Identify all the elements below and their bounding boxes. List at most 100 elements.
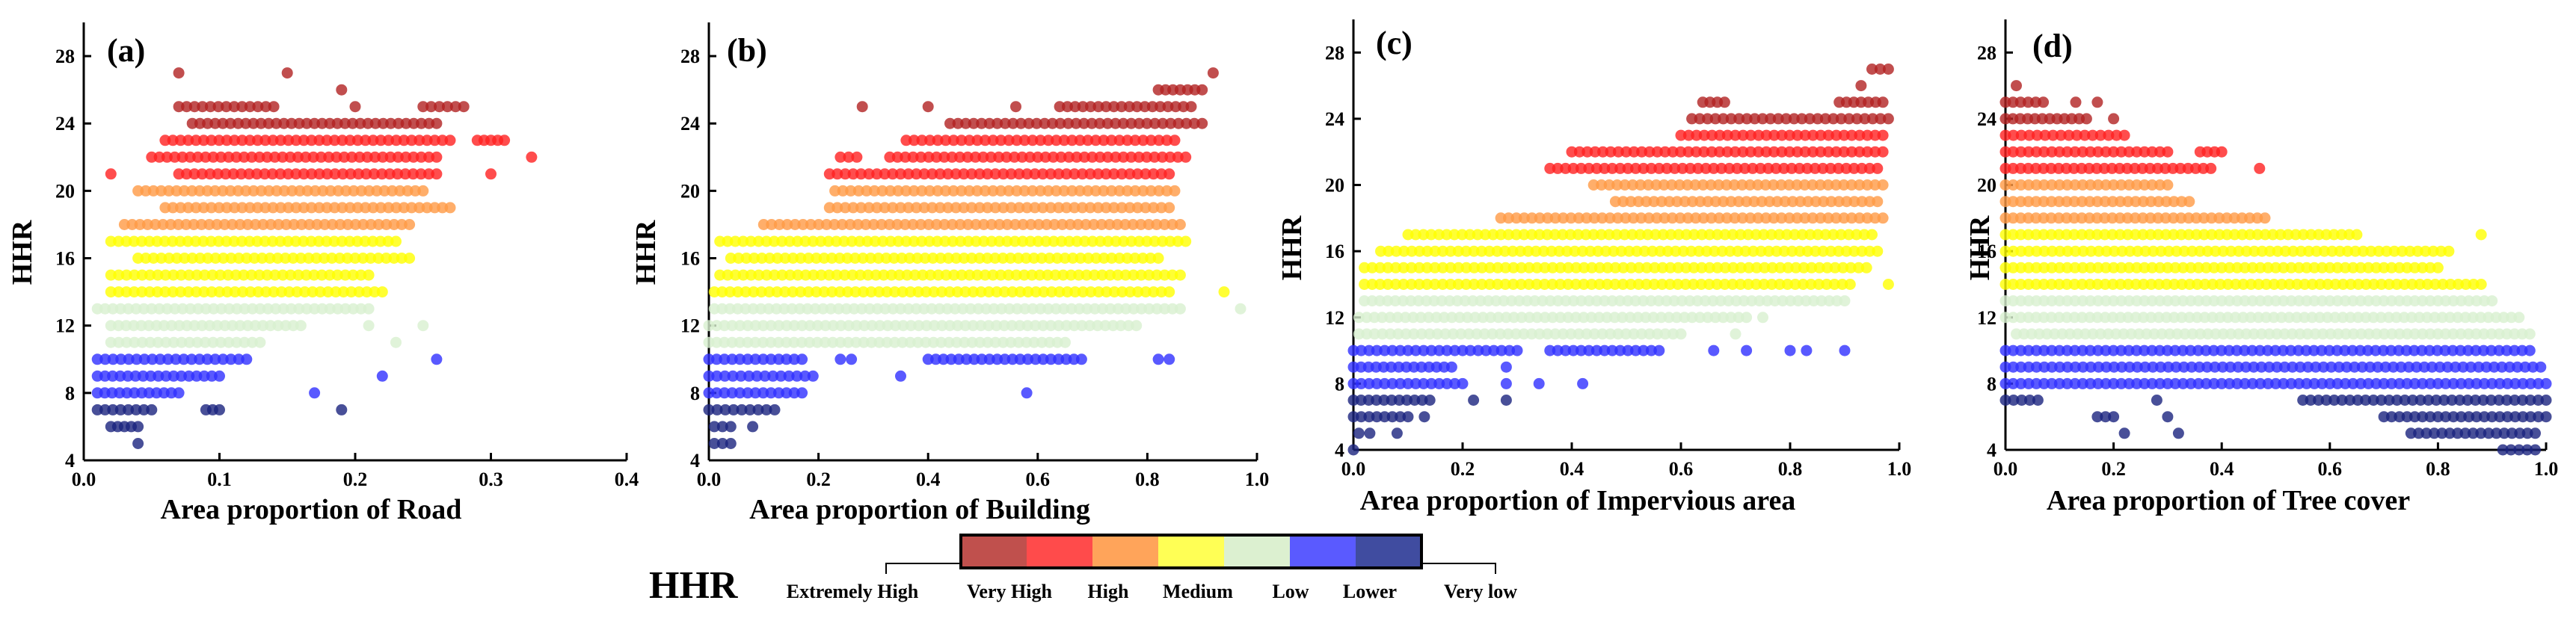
data-point: [1051, 135, 1063, 146]
data-point: [1418, 344, 1430, 356]
data-point: [1429, 245, 1441, 257]
data-point: [1581, 146, 1593, 158]
data-point: [319, 219, 331, 230]
data-point: [1516, 312, 1528, 324]
data-point: [2208, 377, 2220, 389]
data-point: [833, 303, 844, 315]
data-point: [1562, 312, 1574, 324]
data-point: [987, 269, 999, 281]
data-point: [254, 303, 266, 315]
data-point: [871, 168, 883, 180]
data-point: [2264, 245, 2276, 257]
data-point: [1682, 129, 1694, 141]
data-point: [1083, 253, 1094, 264]
data-point: [334, 219, 346, 230]
data-point: [347, 269, 359, 281]
data-point: [1415, 328, 1427, 340]
data-point: [2355, 262, 2367, 274]
data-point: [2115, 344, 2127, 356]
data-point: [1641, 279, 1653, 290]
data-point: [1034, 185, 1046, 197]
data-point: [2503, 361, 2515, 373]
data-point: [449, 101, 461, 113]
data-point: [2156, 328, 2168, 340]
data-point: [1620, 212, 1632, 224]
data-point: [1141, 117, 1153, 129]
data-point: [779, 253, 791, 264]
data-point: [2015, 245, 2027, 257]
data-point: [2201, 262, 2212, 274]
data-point: [1510, 212, 1522, 224]
data-point: [978, 235, 990, 247]
data-point: [2077, 279, 2088, 290]
data-point: [942, 168, 954, 180]
data-point: [2024, 395, 2035, 406]
data-point: [2246, 344, 2258, 356]
data-point: [376, 168, 388, 180]
data-point: [1756, 196, 1768, 208]
data-point: [2030, 279, 2042, 290]
data-point: [1400, 328, 1412, 340]
data-point: [947, 219, 959, 230]
data-point: [2379, 361, 2391, 373]
data-point: [2517, 395, 2528, 406]
data-point: [878, 269, 890, 281]
data-point: [123, 353, 135, 365]
data-point: [791, 370, 803, 382]
data-point: [1537, 295, 1549, 307]
data-point: [1748, 196, 1760, 208]
data-point: [2225, 361, 2237, 373]
data-point: [1836, 279, 1848, 290]
data-point: [2233, 245, 2245, 257]
data-point: [324, 269, 336, 281]
data-point: [1817, 245, 1829, 257]
data-point: [1124, 168, 1136, 180]
data-point: [1750, 279, 1762, 290]
data-point: [2054, 245, 2066, 257]
data-point: [458, 101, 470, 113]
data-point: [306, 168, 318, 180]
data-point: [749, 336, 761, 348]
data-point: [1082, 135, 1094, 146]
data-point: [1745, 146, 1756, 158]
data-point: [182, 135, 194, 146]
data-point: [1664, 262, 1676, 274]
data-point: [2177, 262, 2189, 274]
data-point: [874, 320, 886, 332]
data-point: [2438, 395, 2450, 406]
data-point: [716, 303, 728, 315]
data-point: [916, 135, 928, 146]
data-point: [1355, 377, 1367, 389]
data-point: [241, 253, 253, 264]
data-point: [2023, 361, 2035, 373]
data-point: [1743, 262, 1755, 274]
data-point: [2038, 361, 2050, 373]
data-point: [1691, 129, 1703, 141]
data-point: [2062, 179, 2074, 191]
data-point: [309, 303, 321, 315]
data-point: [1723, 295, 1735, 307]
data-point: [1590, 295, 1602, 307]
data-point: [261, 269, 273, 281]
data-point: [743, 370, 755, 382]
data-point: [2471, 295, 2483, 307]
data-point: [1735, 279, 1747, 290]
data-point: [311, 219, 323, 230]
data-point: [329, 168, 341, 180]
data-point: [1858, 229, 1870, 241]
data-point: [1874, 64, 1886, 75]
data-point: [1674, 212, 1686, 224]
data-point: [2011, 80, 2022, 92]
data-point: [1030, 320, 1042, 332]
data-point: [107, 404, 119, 415]
data-point: [849, 286, 861, 298]
data-point: [1500, 262, 1511, 274]
data-point: [735, 370, 747, 382]
data-point: [2314, 312, 2326, 324]
data-point: [1128, 269, 1140, 281]
data-point: [2154, 262, 2166, 274]
data-point: [1622, 344, 1634, 356]
data-point: [781, 320, 793, 332]
data-point: [1570, 312, 1581, 324]
data-point: [1500, 395, 1512, 406]
